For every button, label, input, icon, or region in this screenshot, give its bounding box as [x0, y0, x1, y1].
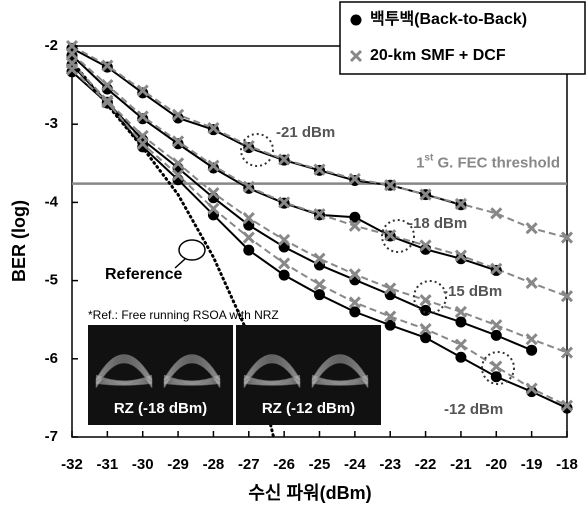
x-tick-label: -26: [273, 456, 295, 473]
y-tick-label: -4: [45, 193, 59, 210]
legend-marker: [351, 15, 362, 26]
x-tick-label: -22: [415, 456, 437, 473]
x-tick-label: -24: [344, 456, 366, 473]
data-point: [243, 245, 254, 256]
x-tick-label: -29: [167, 456, 189, 473]
y-axis-label: BER (log): [9, 200, 29, 282]
inset-label: RZ (-12 dBm): [262, 400, 355, 417]
x-tick-label: -25: [309, 456, 331, 473]
x-tick-label: -20: [485, 456, 507, 473]
data-point: [455, 317, 466, 328]
x-tick-label: -21: [450, 456, 472, 473]
data-point: [421, 295, 431, 305]
data-point: [279, 270, 290, 281]
threshold-label-part: G. FEC threshold: [433, 155, 560, 172]
data-point: [244, 233, 254, 243]
data-point: [526, 345, 537, 356]
x-tick-label: -23: [379, 456, 401, 473]
data-point: [527, 278, 537, 288]
x-tick-label: -27: [238, 456, 260, 473]
data-point: [527, 334, 537, 344]
y-tick-label: -7: [45, 428, 58, 445]
x-tick-label: -30: [132, 456, 154, 473]
annotation: -21 dBm: [276, 124, 335, 141]
reference-label: Reference: [105, 266, 182, 283]
y-tick-label: -3: [45, 115, 58, 132]
legend-label: 백투백(Back-to-Back): [370, 10, 527, 28]
reference-circle: [179, 240, 205, 260]
annotation: -18 dBm: [408, 215, 467, 232]
y-tick-label: -2: [45, 37, 58, 54]
threshold-label-part: 1: [416, 155, 424, 172]
data-point: [350, 297, 360, 307]
inset-label: RZ (-18 dBm): [114, 400, 207, 417]
annotation: -15 dBm: [443, 283, 502, 300]
data-point: [491, 371, 502, 382]
threshold-label: 1st G. FEC threshold: [416, 152, 560, 171]
annotation: -12 dBm: [444, 401, 503, 418]
data-point: [455, 352, 466, 363]
data-point: [491, 330, 502, 341]
data-point: [456, 340, 466, 350]
data-point: [279, 258, 289, 268]
legend-label: 20-km SMF + DCF: [370, 47, 506, 64]
data-point: [491, 362, 501, 372]
data-point: [491, 320, 501, 330]
chart: 수신 파워(dBm) BER (log) *Ref.: Free running…: [0, 0, 587, 510]
data-point: [527, 223, 537, 233]
data-point: [314, 289, 325, 300]
note: *Ref.: Free running RSOA with NRZ: [88, 308, 279, 322]
legend: 백투백(Back-to-Back) 20-km SMF + DCF: [340, 2, 585, 74]
y-tick-label: -5: [45, 272, 58, 289]
x-tick-label: -28: [203, 456, 225, 473]
x-tick-label: -31: [97, 456, 119, 473]
y-tick-label: -6: [45, 350, 58, 367]
x-tick-label: -18: [556, 456, 578, 473]
data-point: [456, 307, 466, 317]
x-axis-label: 수신 파워(dBm): [248, 482, 371, 503]
x-tick-label: -19: [521, 456, 543, 473]
data-point: [420, 305, 431, 316]
x-tick-label: -32: [61, 456, 83, 473]
data-point: [315, 280, 325, 290]
